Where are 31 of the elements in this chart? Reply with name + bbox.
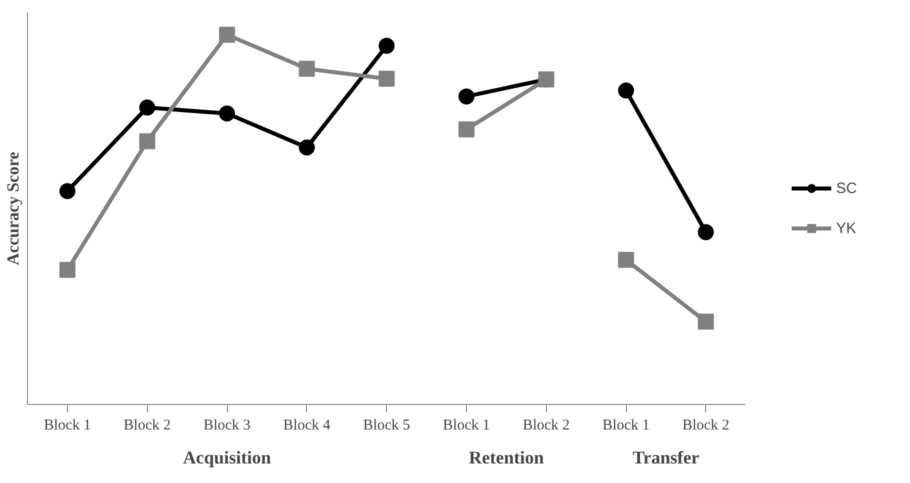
point	[378, 70, 395, 87]
x-tick-label: Block 2	[522, 418, 570, 434]
point	[618, 82, 634, 99]
x-tick-label: Block 2	[682, 418, 730, 434]
point	[298, 139, 315, 156]
point	[698, 314, 714, 330]
x-tick-label: Block 1	[442, 418, 490, 434]
x-tick-label: Block 5	[363, 418, 410, 434]
point	[458, 121, 474, 138]
point	[698, 224, 714, 240]
x-tick-label: Block 1	[602, 418, 650, 434]
point	[59, 183, 76, 200]
point	[139, 133, 156, 150]
point	[618, 252, 634, 268]
legend-label: YK	[836, 220, 856, 236]
x-tick-label: Block 4	[283, 418, 331, 434]
point	[378, 38, 395, 54]
legend-label: SC	[836, 180, 857, 196]
x-tick-label: Block 3	[203, 418, 251, 434]
point	[458, 88, 474, 104]
point	[219, 26, 236, 43]
point	[298, 60, 315, 77]
point	[59, 262, 76, 278]
text: Transfer	[632, 448, 700, 468]
text: Acquisition	[183, 448, 272, 468]
text: Retention	[468, 448, 544, 468]
y-axis-title: Accuracy Score	[4, 151, 22, 266]
x-tick-label: Block 2	[124, 418, 171, 434]
point	[219, 105, 236, 122]
x-tick-label: Block 1	[44, 418, 91, 434]
point	[139, 100, 156, 116]
